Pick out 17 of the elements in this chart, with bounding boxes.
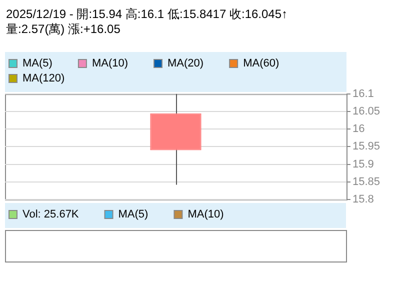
legend-label: MA(5) [118,208,170,221]
y-tick-label: 16 [352,123,365,136]
legend-label: MA(10) [92,58,150,70]
legend-label: Vol: 25.67K [22,208,101,221]
legend-label: MA(120) [22,72,87,85]
legend-label: MA(10) [188,208,246,221]
chart-title: 2025/12/19 - 開:15.94 高:16.1 低:15.8417 收:16.045↑ [6,7,288,21]
legend-label: MA(5) [22,58,74,70]
y-tick-label: 16.1 [352,88,374,100]
y-tick-label: 15.8 [352,193,374,206]
y-tick-label: 15.9 [352,158,374,170]
y-tick-label: 16.05 [352,106,380,118]
y-tick-label: 15.95 [352,140,380,153]
legend-label: MA(60) [243,58,302,70]
y-tick-label: 15.85 [352,176,380,188]
legend-label: MA(20) [168,58,226,70]
chart-subtitle: 量:2.57(萬) 漲:+16.05 [6,21,120,38]
